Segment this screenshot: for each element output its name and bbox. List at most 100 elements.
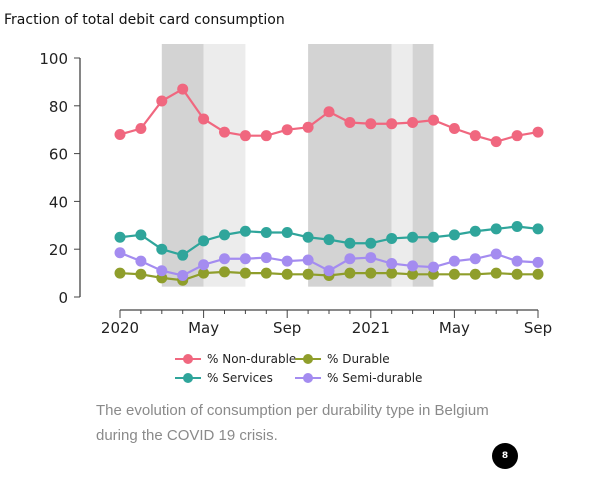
data-point	[448, 255, 460, 267]
shaded-period	[412, 44, 434, 287]
data-point	[177, 269, 189, 281]
data-point	[156, 95, 168, 107]
legend-item: % Services	[175, 371, 273, 385]
data-point	[281, 124, 293, 136]
legend-item: % Non-durable	[175, 352, 296, 366]
data-point	[260, 130, 272, 142]
data-point	[177, 83, 189, 95]
data-point	[177, 249, 189, 261]
data-point	[114, 267, 126, 279]
x-tick-label: Sep	[524, 319, 552, 337]
data-point	[469, 225, 481, 237]
data-point	[448, 123, 460, 135]
data-point	[281, 268, 293, 280]
data-point	[198, 113, 210, 125]
data-point	[198, 259, 210, 271]
data-point	[344, 253, 356, 265]
y-tick-label: 40	[49, 193, 68, 211]
legend-label: % Semi-durable	[327, 371, 423, 385]
data-point	[114, 231, 126, 243]
data-point	[135, 229, 147, 241]
data-point	[490, 136, 502, 148]
data-point	[365, 118, 377, 130]
data-point	[114, 247, 126, 259]
y-tick-label: 100	[39, 50, 68, 68]
y-tick-label: 80	[49, 98, 68, 116]
legend-item: % Durable	[295, 352, 390, 366]
data-point	[302, 121, 314, 133]
legend-marker-icon	[295, 354, 321, 364]
data-point	[239, 225, 251, 237]
data-point	[156, 265, 168, 277]
data-point	[365, 252, 377, 264]
data-point	[219, 229, 230, 241]
data-point	[532, 126, 544, 138]
data-point	[365, 237, 377, 249]
data-point	[511, 268, 523, 280]
y-tick-label: 20	[49, 241, 68, 259]
data-point	[344, 267, 356, 279]
data-point	[156, 243, 168, 255]
data-point	[532, 268, 544, 280]
shaded-period	[391, 44, 413, 287]
data-point	[302, 231, 314, 243]
caption: The evolution of consumption per durabil…	[96, 402, 489, 444]
data-point	[323, 106, 335, 118]
data-point	[260, 226, 272, 238]
x-tick-label: 2020	[101, 319, 139, 337]
y-tick-label: 0	[58, 289, 68, 307]
data-point	[490, 223, 502, 235]
data-point	[302, 254, 314, 266]
legend-item: % Semi-durable	[295, 371, 422, 385]
data-point	[135, 255, 147, 267]
legend-marker-icon	[175, 354, 201, 364]
x-tick-label: May	[188, 319, 219, 337]
data-point	[407, 231, 419, 243]
data-point	[219, 266, 230, 278]
data-point	[490, 267, 502, 279]
data-point	[135, 123, 147, 135]
y-tick-label: 60	[49, 146, 68, 164]
data-point	[302, 268, 314, 280]
data-point	[239, 253, 251, 265]
data-point	[490, 248, 502, 260]
data-point	[511, 220, 523, 232]
data-point	[386, 118, 398, 130]
data-point	[114, 128, 126, 140]
data-point	[511, 255, 523, 267]
data-point	[198, 267, 210, 279]
data-point	[386, 232, 398, 244]
data-point	[469, 253, 481, 265]
data-point	[532, 223, 544, 235]
data-point	[469, 130, 481, 142]
data-point	[219, 253, 230, 265]
legend-marker-icon	[295, 373, 321, 383]
data-point	[428, 114, 439, 126]
shaded-period	[308, 44, 392, 287]
page-badge: 8	[492, 443, 518, 469]
data-point	[428, 231, 439, 243]
data-point	[365, 267, 377, 279]
data-point	[448, 229, 460, 241]
data-point	[135, 268, 147, 280]
data-point	[407, 268, 419, 280]
data-point	[407, 117, 419, 129]
data-point	[260, 267, 272, 279]
legend-label: % Non-durable	[207, 352, 297, 366]
data-point	[407, 260, 419, 272]
data-point	[239, 267, 251, 279]
data-point	[219, 126, 230, 138]
data-point	[386, 258, 398, 270]
data-point	[323, 234, 335, 246]
x-tick-label: Sep	[273, 319, 301, 337]
data-point	[428, 261, 439, 273]
data-point	[198, 235, 210, 247]
data-point	[344, 237, 356, 249]
line-chart: 0 20 40 60 80 100 2020 May Sep 2021 May Sep	[39, 44, 552, 337]
data-point	[448, 268, 460, 280]
legend-label: % Services	[207, 371, 273, 385]
data-point	[260, 252, 272, 264]
legend-marker-icon	[175, 373, 201, 383]
chart-title: Fraction of total debit card consumption	[4, 12, 285, 28]
data-point	[344, 117, 356, 129]
